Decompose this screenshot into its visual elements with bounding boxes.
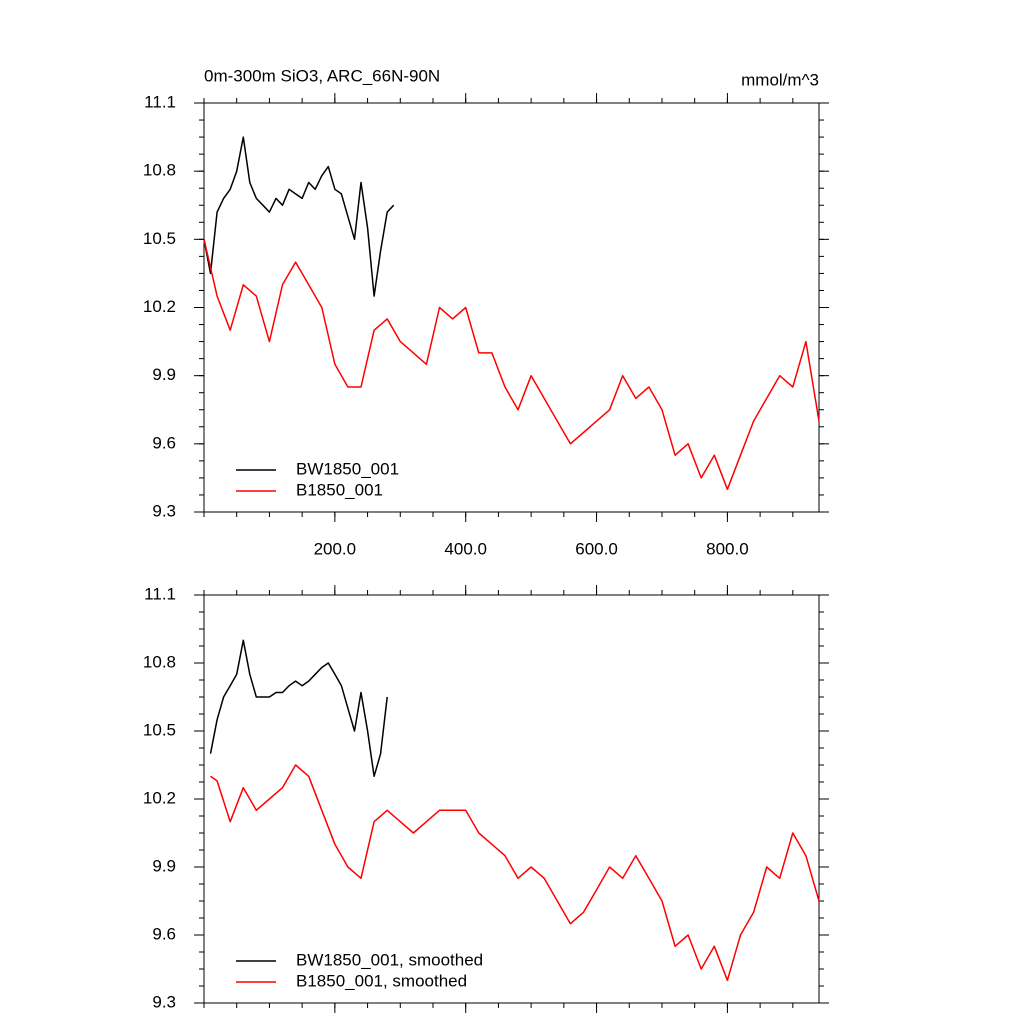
y-tick-label: 10.5 [143, 720, 176, 739]
chart-title: 0m-300m SiO3, ARC_66N-90N [204, 66, 440, 85]
y-tick-label: 9.3 [152, 992, 176, 1011]
y-tick-label: 11.1 [144, 584, 176, 603]
y-tick-label: 9.6 [152, 924, 176, 943]
x-tick-label: 400.0 [444, 539, 487, 558]
y-tick-label: 10.5 [143, 229, 176, 248]
series-line [203, 239, 820, 491]
y-tick-label: 9.9 [152, 365, 176, 384]
units-label: mmol/m^3 [741, 70, 819, 89]
y-tick-label: 10.2 [143, 788, 176, 807]
series-line [203, 136, 395, 297]
legend-label: BW1850_001 [296, 459, 399, 478]
y-tick-label: 9.9 [152, 856, 176, 875]
x-tick-label: 600.0 [575, 539, 618, 558]
plot-frame [203, 102, 820, 513]
x-tick-label: 200.0 [314, 539, 357, 558]
y-tick-label: 11.1 [144, 92, 176, 111]
legend-label: B1850_001, smoothed [296, 971, 467, 990]
y-tick-label: 10.8 [143, 161, 176, 180]
y-tick-label: 9.3 [152, 501, 176, 520]
series-line [210, 764, 820, 982]
legend-label: BW1850_001, smoothed [296, 950, 483, 969]
y-tick-label: 10.2 [143, 297, 176, 316]
legend-label: B1850_001 [296, 480, 383, 499]
y-tick-label: 9.6 [152, 433, 176, 452]
y-tick-label: 10.8 [143, 652, 176, 671]
plot-frame [203, 594, 820, 1004]
x-tick-label: 800.0 [706, 539, 749, 558]
series-line [209, 639, 388, 778]
